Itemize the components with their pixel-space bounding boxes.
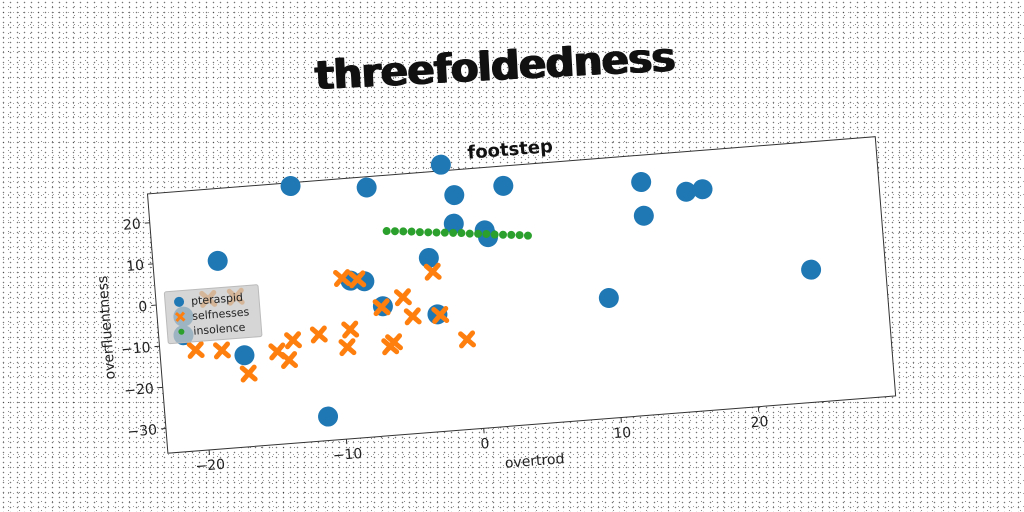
insolence-point xyxy=(449,228,458,237)
y-tick-label: 10 xyxy=(126,258,145,275)
x-axis-ticks: −20 −10 0 10 20 xyxy=(195,406,769,475)
selfnesses-point xyxy=(431,306,450,324)
insolence-point xyxy=(457,229,466,238)
insolence-point xyxy=(515,231,524,240)
x-tick-label: 20 xyxy=(750,414,769,431)
x-axis-label: overtrod xyxy=(504,451,565,472)
insolence-point xyxy=(490,230,499,239)
pteraspid-point xyxy=(443,213,464,234)
insolence-point xyxy=(499,230,508,239)
selfnesses-point xyxy=(280,351,299,369)
insolence-point xyxy=(440,228,449,237)
plot-group: footstep −20 −10 0 10 20 −30 −20 −10 0 10 20 over… xyxy=(95,136,897,475)
legend-label: pteraspid xyxy=(191,291,244,308)
pteraspid-point xyxy=(318,406,339,427)
legend-marker xyxy=(174,311,186,323)
selfnesses-point xyxy=(348,270,367,289)
insolence-point xyxy=(407,227,416,236)
insolence-point xyxy=(523,231,532,240)
selfnesses-point xyxy=(372,298,391,317)
selfnesses-point xyxy=(341,320,360,339)
insolence-point xyxy=(415,228,424,237)
x-tick-label: −20 xyxy=(195,457,226,475)
pteraspid-point xyxy=(207,250,228,271)
legend-marker xyxy=(178,328,185,335)
y-tick-label: −30 xyxy=(127,422,158,440)
selfnesses-point xyxy=(423,262,442,281)
pteraspid-point xyxy=(692,179,713,200)
selfnesses-point xyxy=(338,338,357,357)
pteraspid-point xyxy=(418,247,439,268)
pteraspid-point xyxy=(633,205,654,226)
x-tick-label: 0 xyxy=(480,436,490,453)
pteraspid-point xyxy=(493,175,514,196)
insolence-point xyxy=(399,227,408,236)
insolence-point xyxy=(474,229,483,238)
selfnesses-point xyxy=(309,325,328,344)
selfnesses-point xyxy=(186,341,205,359)
selfnesses-point xyxy=(403,307,422,326)
data-marks xyxy=(173,154,822,427)
selfnesses-point xyxy=(381,337,400,356)
y-tick-label: −20 xyxy=(124,381,155,399)
selfnesses-point xyxy=(333,269,351,287)
legend-label: insolence xyxy=(193,321,246,338)
pteraspid-point xyxy=(598,288,619,309)
insolence-point xyxy=(390,227,399,236)
insolence-point xyxy=(507,230,516,239)
y-tick-label: −10 xyxy=(120,340,151,358)
x-tick-label: 10 xyxy=(613,425,632,442)
selfnesses-point xyxy=(458,330,476,349)
pteraspid-point xyxy=(430,154,451,175)
insolence-point xyxy=(424,228,433,237)
x-tick-label: −10 xyxy=(332,446,363,464)
legend-label: selfnesses xyxy=(192,305,250,322)
insolence-point xyxy=(382,227,391,236)
chart-title: footstep xyxy=(467,136,554,164)
pteraspid-point xyxy=(444,185,465,206)
pteraspid-point xyxy=(801,259,822,280)
pteraspid-point xyxy=(356,177,377,198)
y-tick-label: 20 xyxy=(122,217,141,234)
selfnesses-point xyxy=(393,288,412,307)
selfnesses-point xyxy=(284,331,302,350)
y-axis-ticks: −30 −20 −10 0 10 20 xyxy=(120,217,166,440)
insolence-point xyxy=(432,228,441,237)
y-tick-label: 0 xyxy=(138,299,148,316)
pteraspid-point xyxy=(676,181,697,202)
legend-box xyxy=(163,284,263,345)
insolence-point xyxy=(465,229,474,238)
y-axis-label: overfluentness xyxy=(95,275,119,380)
insolence-point xyxy=(482,229,491,238)
selfnesses-point xyxy=(213,341,231,360)
pteraspid-point xyxy=(280,176,301,197)
pteraspid-point xyxy=(631,172,652,193)
selfnesses-point xyxy=(239,364,258,383)
legend-marker xyxy=(174,296,185,307)
plot-frame xyxy=(146,136,897,454)
pteraspid-point xyxy=(234,345,255,366)
